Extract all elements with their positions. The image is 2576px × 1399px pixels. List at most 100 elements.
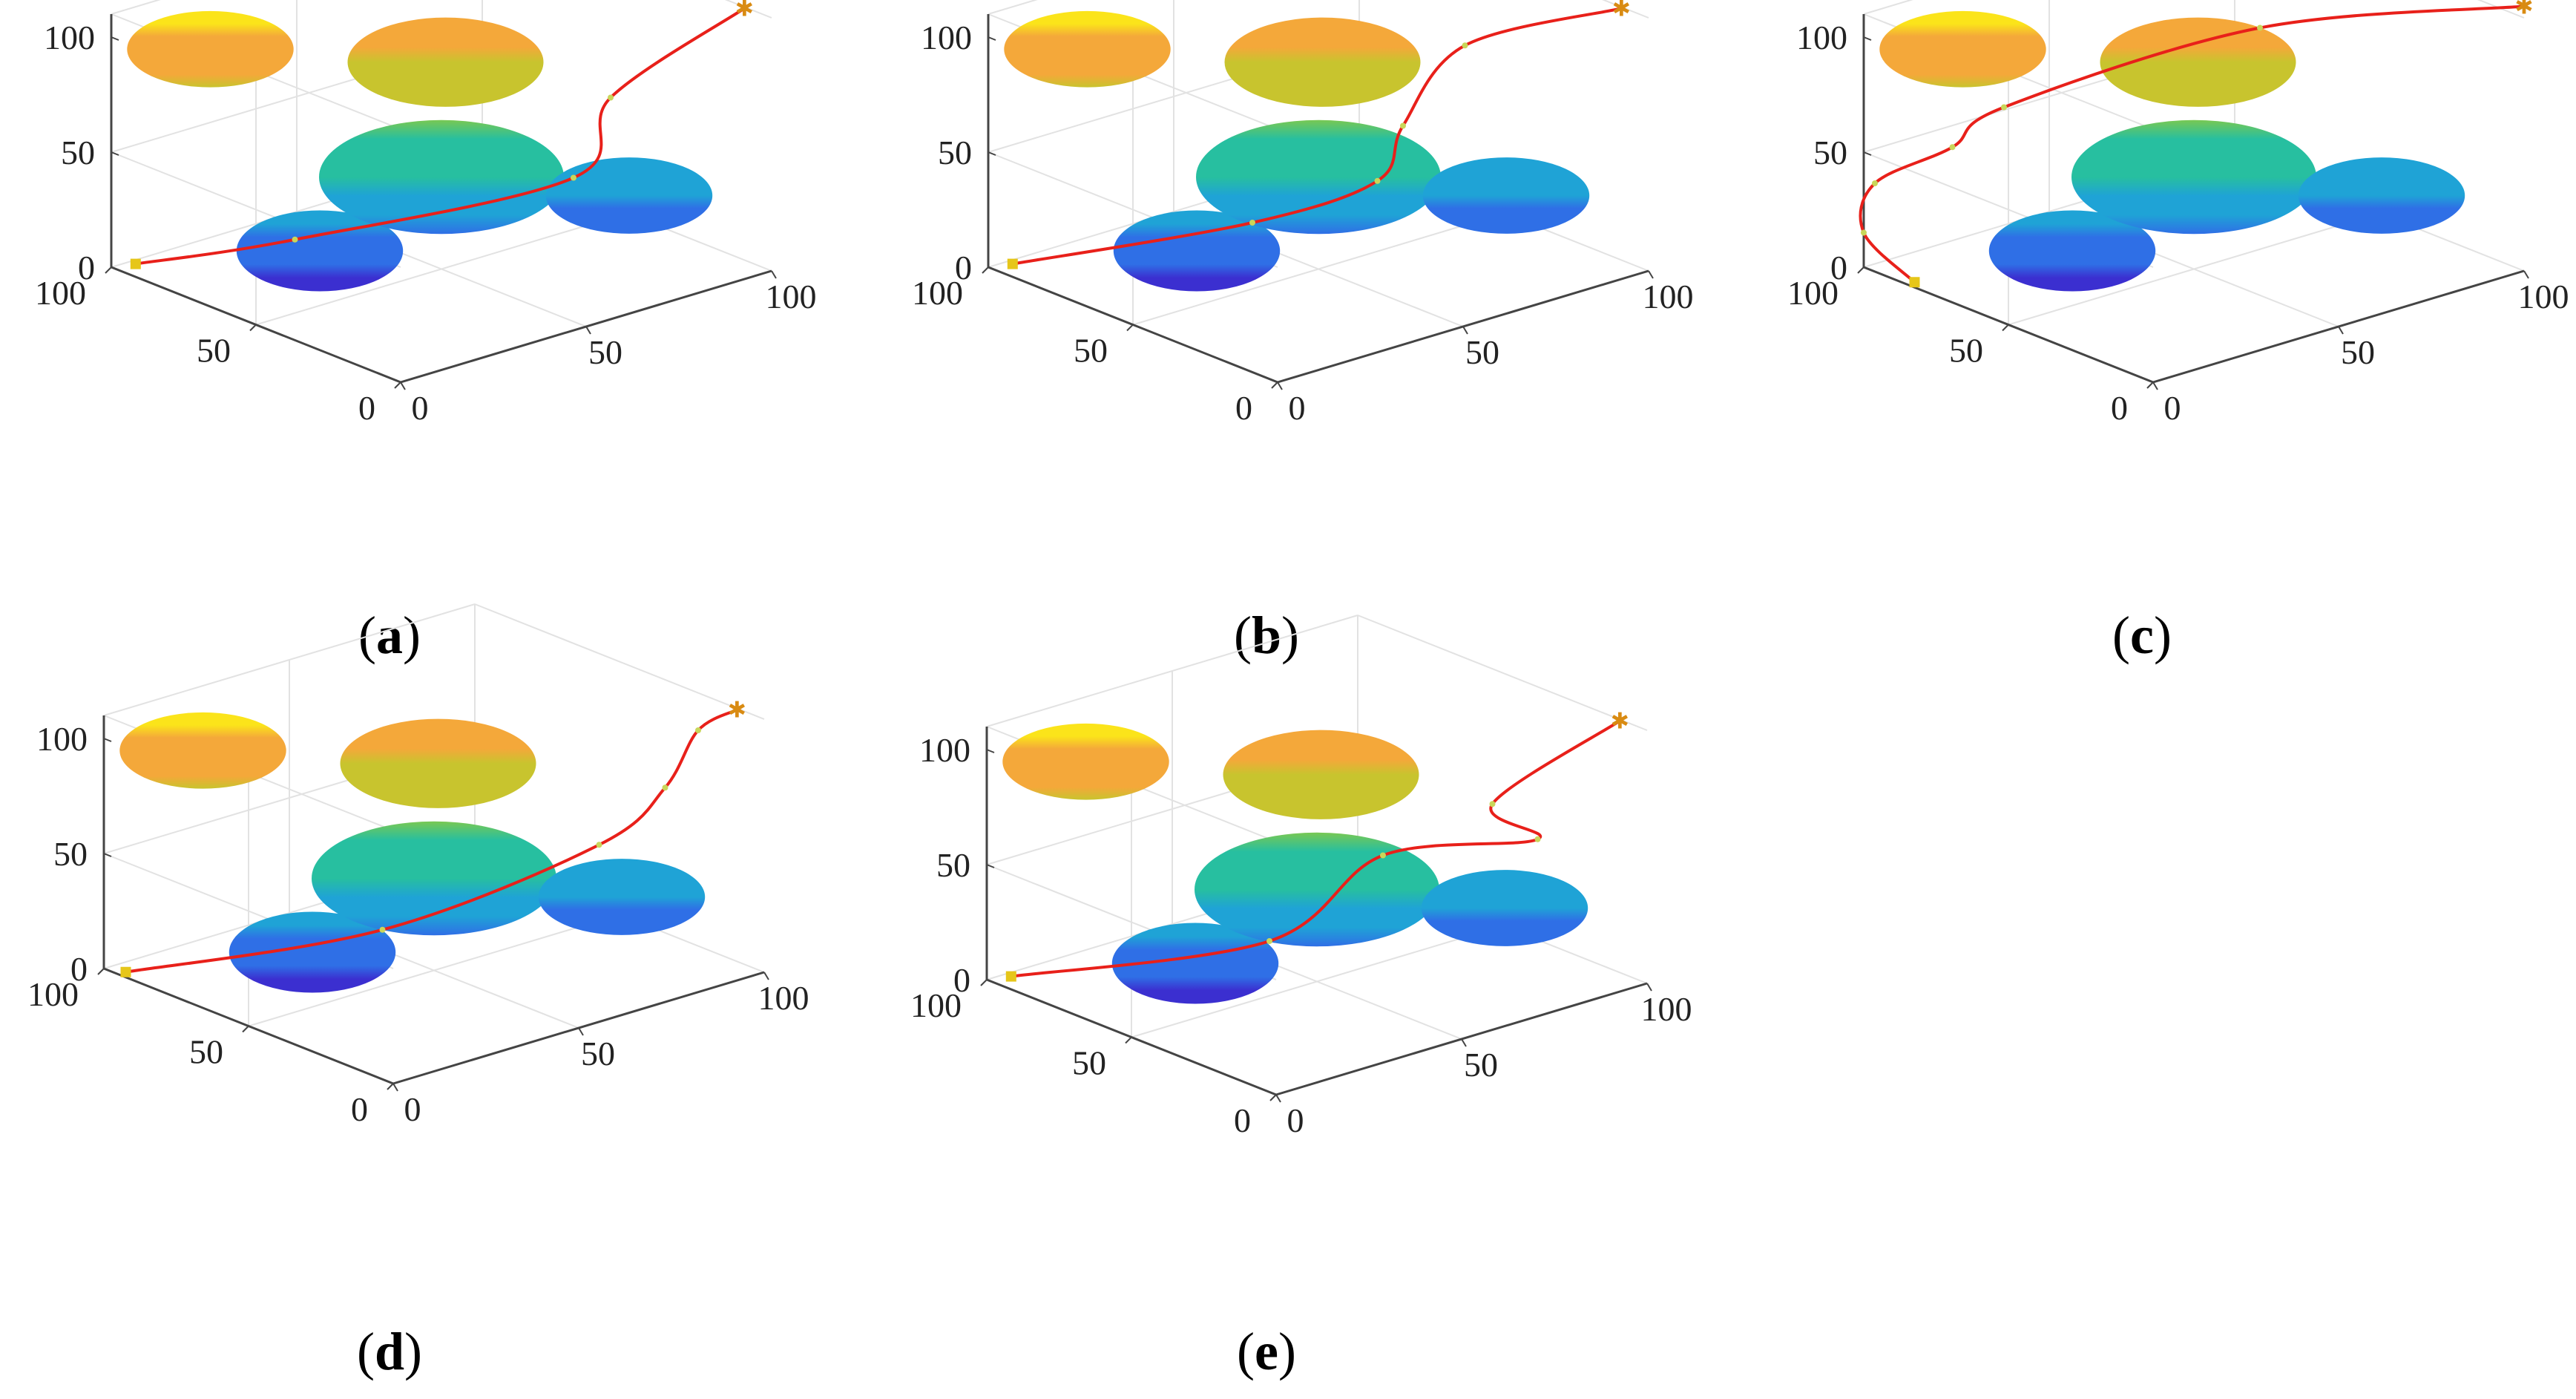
z-tick-label: 0: [78, 249, 95, 286]
start-marker: [120, 966, 131, 977]
y-tick-mark: [1857, 266, 1864, 274]
obstacle-ellipsoid: [1002, 723, 1169, 800]
y-tick-label: 50: [1074, 332, 1108, 370]
caption-open: (: [1234, 606, 1252, 665]
waypoint-marker: [1534, 836, 1541, 842]
caption-close: ): [403, 606, 421, 665]
obstacle-ellipsoid: [1988, 210, 2156, 292]
path-curve: [1859, 4, 2525, 284]
z-tick-label: 50: [1813, 134, 1847, 171]
z-tick-label: 0: [953, 961, 970, 999]
obstacle-ellipsoid: [545, 157, 713, 234]
obstacle-ellipsoid: [312, 821, 556, 936]
x-tick-mark: [1275, 1094, 1281, 1103]
x-tick-mark: [1461, 1038, 1467, 1047]
z-tick-mark: [103, 738, 112, 742]
z-tick-mark: [988, 36, 996, 41]
x-tick-label: 50: [2341, 333, 2375, 371]
waypoint-marker: [1380, 852, 1386, 859]
obstacle-ellipsoid: [1195, 832, 1439, 947]
y-tick-label: 0: [358, 389, 375, 427]
z-tick-label: 50: [938, 134, 972, 171]
waypoint-marker: [1861, 229, 1867, 236]
y-tick-label: 50: [1949, 332, 1983, 370]
z-tick-mark: [103, 968, 112, 972]
x-tick-mark: [2523, 270, 2529, 279]
obstacle-ellipsoid: [319, 119, 564, 235]
x-tick-mark: [392, 1083, 398, 1092]
waypoint-marker: [1400, 122, 1406, 129]
obstacles: [1004, 10, 1590, 292]
panel-caption: (d): [357, 1322, 422, 1381]
obstacle-ellipsoid: [1422, 157, 1590, 234]
z-tick-mark: [103, 853, 112, 857]
z-tick-label: 100: [919, 731, 970, 769]
goal-marker: ✱: [2514, 0, 2533, 20]
obstacle-ellipsoid: [2298, 157, 2465, 234]
waypoint-marker: [695, 727, 701, 733]
waypoint-marker: [2257, 24, 2263, 31]
x-tick-label: 50: [1465, 333, 1499, 371]
obstacle-ellipsoid: [1111, 923, 1279, 1004]
x-tick-label: 100: [1641, 990, 1692, 1028]
obstacle-ellipsoid: [1223, 730, 1419, 819]
obstacle-ellipsoid: [1196, 119, 1441, 235]
obstacle-ellipsoid: [538, 859, 706, 935]
path-curve: [1012, 7, 1622, 266]
waypoint-marker: [379, 926, 386, 933]
z-tick-label: 50: [61, 134, 95, 171]
caption-open: (: [2112, 606, 2130, 665]
waypoint-marker: [292, 236, 298, 243]
y-tick-mark: [982, 266, 989, 274]
x-tick-label: 0: [412, 389, 429, 427]
x-tick-mark: [2152, 381, 2158, 390]
y-tick-mark: [2146, 381, 2154, 389]
goal-marker: ✱: [735, 0, 754, 22]
caption-close: ): [2154, 606, 2172, 665]
z-tick-mark: [1863, 266, 1872, 271]
start-marker: [1007, 258, 1018, 269]
obstacle-ellipsoid: [1879, 10, 2046, 88]
x-tick-mark: [400, 381, 406, 390]
caption-letter: b: [1252, 606, 1281, 665]
obstacle-ellipsoid: [1004, 10, 1171, 88]
start-marker: [1005, 971, 1016, 982]
obstacle-ellipsoid: [236, 210, 404, 292]
waypoint-marker: [571, 174, 576, 181]
z-tick-label: 0: [1830, 249, 1847, 286]
back-edge: [1357, 615, 1648, 731]
obstacles: [1002, 723, 1588, 1004]
x-tick-label: 0: [1289, 389, 1306, 427]
start-marker: [130, 258, 141, 269]
obstacle-ellipsoid: [119, 712, 286, 789]
x-tick-label: 0: [1287, 1101, 1304, 1139]
caption-open: (: [358, 606, 376, 665]
obstacle-ellipsoid: [2071, 119, 2316, 235]
z-tick-label: 100: [921, 19, 972, 56]
grid-line: [1131, 925, 1503, 1038]
start-marker: [1909, 277, 1920, 288]
z-tick-label: 0: [955, 249, 972, 286]
grid-line: [255, 212, 628, 326]
obstacles: [1879, 10, 2465, 292]
waypoint-marker: [1872, 180, 1878, 186]
waypoint-marker: [662, 784, 668, 791]
x-tick-mark: [1646, 983, 1652, 992]
y-tick-mark: [97, 968, 105, 975]
panel-caption: (c): [2112, 606, 2172, 665]
back-edge: [724, 0, 772, 19]
x-tick-label: 100: [1643, 278, 1694, 315]
x-tick-label: 50: [588, 333, 622, 371]
z-tick-mark: [986, 979, 995, 983]
waypoint-marker: [2001, 104, 2007, 111]
path-curve: [135, 7, 746, 266]
goal-marker: ✱: [728, 697, 746, 723]
goal-marker: ✱: [1612, 0, 1631, 22]
obstacle-ellipsoid: [229, 911, 396, 993]
obstacles: [119, 712, 706, 993]
path-curve: [1011, 719, 1621, 978]
